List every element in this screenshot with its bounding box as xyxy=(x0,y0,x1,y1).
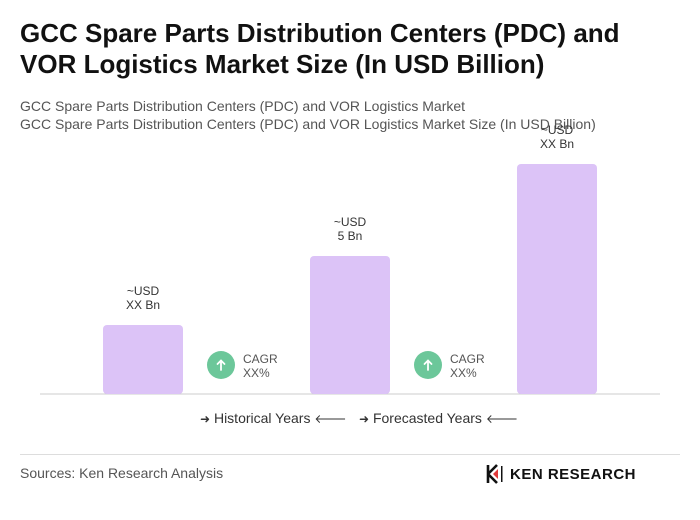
legend-forecasted: ➜ Forecasted Years 🡐 xyxy=(359,408,518,429)
chart-subtitle: GCC Spare Parts Distribution Centers (PD… xyxy=(20,98,466,114)
bar-2-label-line-1: ~USD xyxy=(334,215,367,229)
footer-divider xyxy=(20,454,680,455)
cagr-2-label-line-2: XX% xyxy=(450,366,477,380)
legend-historical: ➜ Historical Years 🡐 xyxy=(200,408,347,429)
legend-historical-label: Historical Years xyxy=(213,410,311,426)
bar-3 xyxy=(517,164,597,394)
chart-subtitle-secondary: GCC Spare Parts Distribution Centers (PD… xyxy=(20,116,596,132)
logo-text: KEN RESEARCH xyxy=(510,465,637,483)
legend-forecasted-label: Forecasted Years xyxy=(372,410,482,426)
bar-1-label-line-2: XX Bn xyxy=(126,298,160,312)
arrow-left-icon: 🡐 xyxy=(314,412,347,426)
ken-logo-icon xyxy=(486,464,503,484)
cagr-2-arrow-glyph xyxy=(423,359,433,371)
sources-text: Sources: Ken Research Analysis xyxy=(20,465,224,481)
cagr-2-label-line-1: CAGR xyxy=(450,352,485,366)
cagr-1-label-line-1: CAGR xyxy=(243,352,278,366)
bar-1-label-line-1: ~USD xyxy=(127,284,160,298)
arrow-right-icon: ➜ xyxy=(359,412,370,426)
bar-3-label-line-2: XX Bn xyxy=(540,137,574,151)
bar-1 xyxy=(103,325,183,394)
bar-3-label-line-1: ~USD xyxy=(541,123,574,137)
arrow-right-icon: ➜ xyxy=(200,412,211,426)
cagr-1-arrow-glyph xyxy=(216,359,226,371)
page-title: GCC Spare Parts Distribution Centers (PD… xyxy=(20,18,620,79)
bar-2-label-line-2: 5 Bn xyxy=(338,229,363,243)
arrow-left-icon: 🡐 xyxy=(485,412,518,426)
cagr-1-label-line-2: XX% xyxy=(243,366,270,380)
bar-2 xyxy=(310,256,390,394)
ken-research-logo: KEN RESEARCH xyxy=(486,463,636,485)
